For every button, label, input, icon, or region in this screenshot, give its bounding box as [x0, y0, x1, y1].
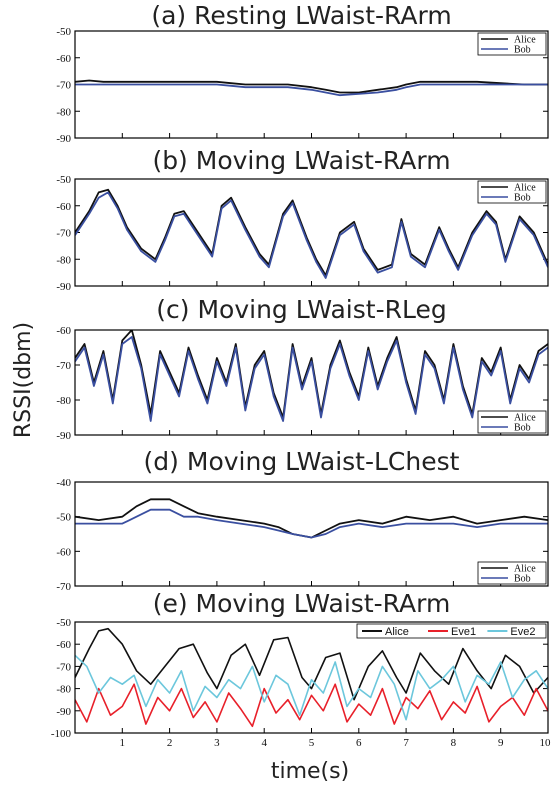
chart-title: (d) Moving LWaist-LChest — [144, 447, 460, 476]
y-tick-label: -70 — [56, 581, 71, 593]
series-line-bob — [75, 83, 548, 97]
y-axis-label: RSSI(dbm) — [11, 322, 36, 438]
plot-frame — [74, 621, 549, 734]
x-tick-label: 8 — [451, 737, 457, 749]
y-tick-label: -50 — [56, 174, 71, 186]
series-line-eve2 — [75, 654, 548, 721]
y-tick-label: -100 — [51, 728, 72, 740]
y-tick-label: -90 — [56, 430, 71, 442]
y-tick-label: -80 — [56, 106, 71, 118]
y-tick-label: -70 — [56, 360, 71, 372]
series-line-alice — [75, 188, 548, 277]
y-tick-label: -90 — [56, 706, 71, 718]
chart-title: (c) Moving LWaist-RLeg — [156, 295, 446, 324]
series-line-bob — [75, 336, 548, 422]
y-tick-label: -80 — [56, 395, 71, 407]
series-line-bob — [75, 191, 548, 279]
y-tick-label: -80 — [56, 254, 71, 266]
legend-label: Alice — [514, 35, 536, 46]
x-axis-label: time(s) — [271, 759, 349, 784]
plot-frame — [74, 481, 549, 587]
x-tick-label: 10 — [540, 737, 552, 749]
chart-panel-3: (c) Moving LWaist-RLeg -60 -70 -80 -90 AliceB… — [56, 295, 549, 442]
legend-label: Bob — [514, 193, 531, 204]
y-tick-label: -80 — [56, 684, 71, 696]
legend-label: Alice — [514, 564, 536, 575]
y-tick-label: -70 — [56, 661, 71, 673]
legend-label: Alice — [385, 626, 409, 638]
y-tick-label: -60 — [56, 201, 71, 213]
plot-frame — [74, 329, 549, 436]
legend-label: Eve2 — [510, 626, 535, 638]
legend-label: Alice — [514, 413, 536, 424]
y-tick-label: -60 — [56, 325, 71, 337]
legend-label: Bob — [514, 423, 531, 434]
y-tick-label: -40 — [56, 477, 71, 489]
series-line-alice — [75, 330, 548, 419]
legend: Alice Eve1 Eve2 — [356, 623, 547, 639]
x-tick-label: 1 — [120, 737, 126, 749]
x-tick-label: 3 — [214, 737, 220, 749]
x-tick-label: 6 — [356, 737, 362, 749]
x-tick-label: 5 — [309, 737, 315, 749]
series-line-alice — [75, 498, 548, 539]
chart-title: (b) Moving LWaist-RArm — [152, 146, 450, 175]
y-tick-label: -50 — [56, 26, 71, 38]
chart-panel-1: (a) Resting LWaist-RArm -50 -60 -70 -80 -90 Al… — [56, 1, 549, 145]
y-tick-label: -90 — [56, 133, 71, 145]
x-tick-label: 9 — [498, 737, 504, 749]
chart-panel-2: (b) Moving LWaist-RArm -50 -60 -70 -80 -90 Ali… — [56, 146, 549, 293]
x-tick-label: 4 — [261, 737, 267, 749]
legend-label: Alice — [514, 183, 536, 194]
y-tick-label: -70 — [56, 80, 71, 92]
legend-label: Bob — [514, 45, 531, 56]
y-tick-label: -70 — [56, 228, 71, 240]
chart-title: (a) Resting LWaist-RArm — [151, 1, 451, 30]
y-tick-label: -50 — [56, 617, 71, 629]
legend-label: Eve1 — [451, 626, 476, 638]
y-tick-label: -90 — [56, 281, 71, 293]
y-tick-label: -60 — [56, 639, 71, 651]
series-line-bob — [75, 508, 548, 539]
y-tick-label: -60 — [56, 53, 71, 65]
chart-panel-5: (e) Moving LWaist-RArm -50 -60 -70 -80 -90 -10… — [51, 589, 551, 749]
y-tick-label: -50 — [56, 512, 71, 524]
chart-panel-4: (d) Moving LWaist-LChest -40 -50 -60 -70 Alic… — [56, 447, 549, 593]
series-line-alice — [75, 79, 548, 94]
x-tick-label: 2 — [167, 737, 173, 749]
series-line-eve1 — [75, 683, 548, 728]
series-line-alice — [75, 627, 548, 701]
plot-frame — [74, 178, 549, 287]
chart-title: (e) Moving LWaist-RArm — [153, 589, 451, 618]
plot-frame — [74, 30, 549, 139]
legend-label: Bob — [514, 574, 531, 585]
y-tick-label: -60 — [56, 546, 71, 558]
x-tick-label: 7 — [403, 737, 409, 749]
